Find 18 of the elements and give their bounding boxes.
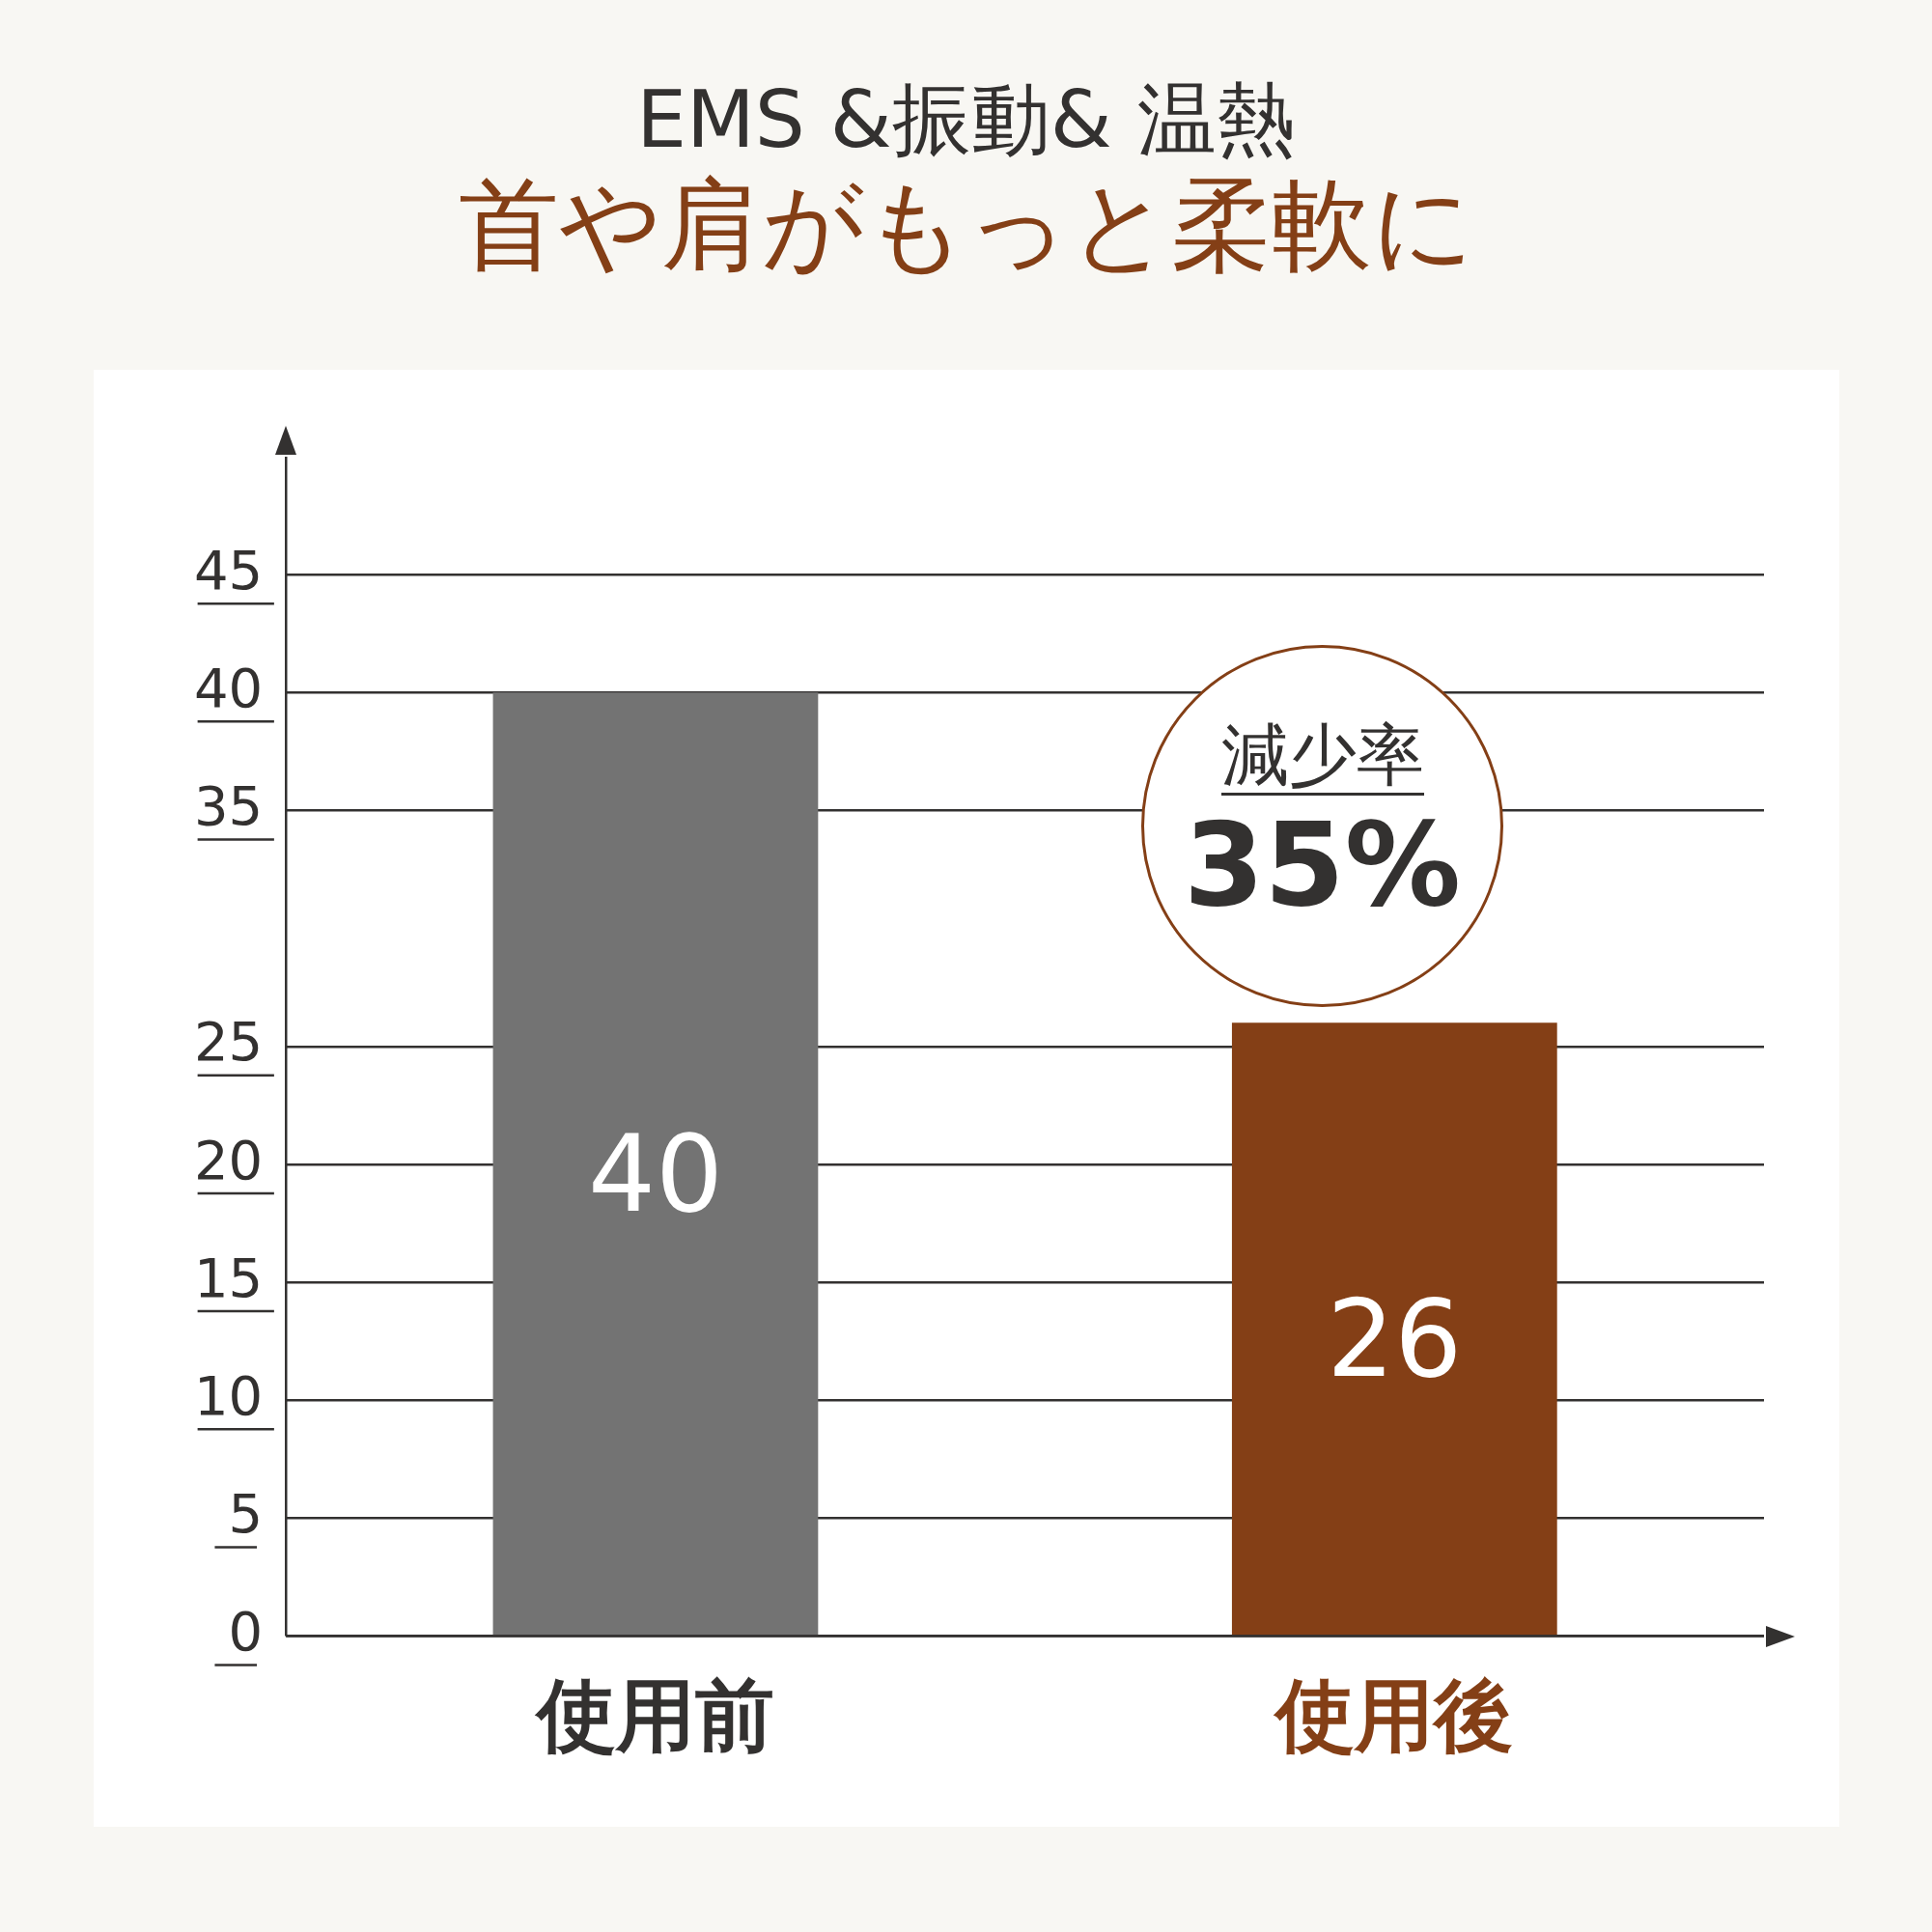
x-tick-label: 使用後 [1273,1669,1514,1762]
chart-title: EMS &振動& 温熱 [636,73,1296,165]
y-tick-label: 10 [193,1363,264,1427]
y-tick-label: 15 [193,1246,264,1309]
data-label: 26 [1327,1276,1463,1401]
y-tick-label: 40 [193,656,264,719]
circle-badge: 減少率 35% [1141,645,1503,1007]
y-tick-label: 20 [193,1128,264,1191]
y-tick-label: 35 [193,774,264,838]
y-tick-label: 5 [228,1481,264,1545]
y-tick-label: 0 [228,1600,264,1664]
y-tick-label: 45 [193,538,264,602]
annotation: 35% [1183,796,1462,934]
annotation: 減少率 [1220,714,1424,796]
chart-subtitle: 首や肩がもっと柔軟に [458,166,1474,284]
data-label: 40 [587,1111,723,1236]
x-tick-label: 使用前 [533,1669,774,1762]
y-tick-label: 25 [193,1010,264,1074]
